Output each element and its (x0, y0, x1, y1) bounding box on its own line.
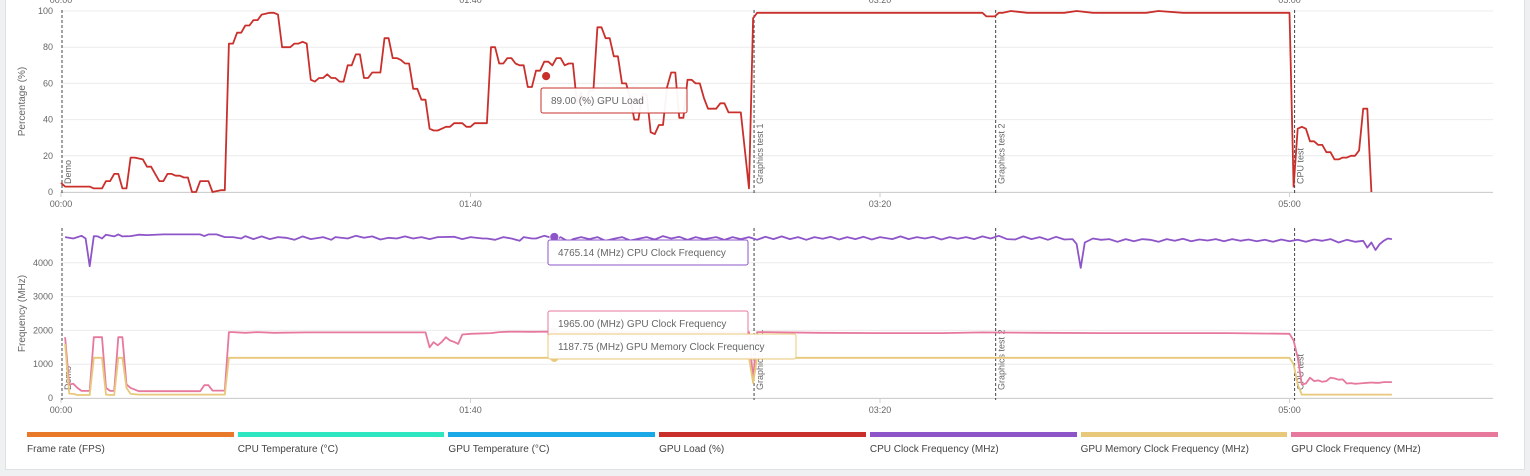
x-tick-label: 00:00 (50, 199, 73, 209)
tooltip-text: 4765.14 (MHz) CPU Clock Frequency (558, 248, 726, 259)
event-marker-label: CPU test (1296, 147, 1306, 184)
tooltip-box (547, 239, 749, 266)
y-tick-label: 4000 (33, 258, 53, 268)
x-tick-label: 05:00 (1278, 199, 1301, 209)
legend-color-bar (659, 432, 866, 437)
x-tick-label: 01:40 (459, 405, 482, 415)
legend-color-bar (869, 432, 1077, 437)
x-tick-label: 03:20 (869, 199, 892, 209)
legend-label: GPU Clock Frequency (MHz) (1291, 444, 1421, 455)
legend-color-bar (1080, 432, 1288, 437)
y-tick-label: 100 (38, 6, 53, 16)
legend-label: Frame rate (FPS) (27, 444, 105, 455)
legend-color-bar (1291, 432, 1498, 437)
y-tick-label: 3000 (33, 292, 53, 302)
event-marker-label: Graphics test 2 (997, 329, 1007, 390)
event-marker-label: Graphics test 2 (997, 123, 1007, 184)
legend: Frame rate (FPS) CPU Temperature (°C) GPU … (27, 432, 1502, 462)
series-line (64, 233, 1393, 269)
y-tick-label: 40 (43, 115, 53, 125)
x-tick-label: 03:20 (869, 405, 892, 415)
x-tick-label: 00:00 (50, 405, 73, 415)
y-tick-label: 0 (48, 393, 53, 403)
legend-label: GPU Memory Clock Frequency (MHz) (1080, 444, 1249, 455)
top-xtick-label: 03:20 (869, 0, 892, 5)
legend-item[interactable]: CPU Temperature (°C) (237, 432, 445, 462)
legend-label: CPU Temperature (°C) (237, 444, 339, 455)
legend-label: GPU Temperature (°C) (448, 444, 550, 455)
legend-item[interactable]: GPU Clock Frequency (MHz) (1291, 432, 1498, 462)
top-xtick-label: 05:00 (1278, 0, 1301, 5)
frequency-chart: 0 1000 2000 3000 4000 00:00 01:40 03:20 05:00 Fre… (17, 228, 1493, 415)
x-tick-label: 05:00 (1278, 405, 1301, 415)
tooltip-text: 1965.00 (MHz) GPU Clock Frequency (558, 319, 726, 330)
event-marker-label: Demo (63, 160, 73, 184)
top-xtick-label: 01:40 (459, 0, 482, 5)
series-line (64, 330, 1392, 393)
legend-color-bar (448, 432, 656, 437)
tooltip-text: 1187.75 (MHz) GPU Memory Clock Frequency (558, 342, 765, 353)
y-tick-label: 1000 (33, 359, 53, 369)
legend-label: GPU Load (%) (659, 444, 725, 455)
legend-item[interactable]: GPU Load (%) (659, 432, 866, 462)
y-axis-label: Frequency (MHz) (17, 275, 28, 352)
event-marker-label: Graphics test 1 (755, 329, 765, 390)
chart-panel (5, 0, 1525, 470)
event-marker-label: Graphics test 1 (755, 123, 765, 184)
gpu-load-chart: 0 20 40 60 80 100 00:00 01:40 03:20 05:00 Percenta… (17, 6, 1493, 209)
legend-item[interactable]: CPU Clock Frequency (MHz) (869, 432, 1077, 462)
legend-item[interactable]: GPU Temperature (°C) (448, 432, 656, 462)
y-tick-label: 80 (43, 42, 53, 52)
top-xtick-label: 00:00 (50, 0, 73, 5)
tooltip-box (547, 333, 797, 360)
legend-item[interactable]: Frame rate (FPS) (27, 432, 234, 462)
y-tick-label: 20 (43, 151, 53, 161)
tooltip-text: 89.00 (%) GPU Load (551, 96, 644, 107)
x-tick-label: 01:40 (459, 199, 482, 209)
series-line (60, 10, 1373, 193)
legend-color-bar (237, 432, 445, 437)
y-tick-label: 60 (43, 78, 53, 88)
y-axis-label: Percentage (%) (17, 67, 28, 136)
y-tick-label: 2000 (33, 325, 53, 335)
legend-item[interactable]: GPU Memory Clock Frequency (MHz) (1080, 432, 1288, 462)
legend-label: CPU Clock Frequency (MHz) (869, 444, 999, 455)
tooltip-box (540, 87, 688, 114)
series-line (64, 343, 1392, 396)
tooltip-point (541, 71, 552, 82)
y-tick-label: 0 (48, 187, 53, 197)
legend-color-bar (27, 432, 234, 437)
